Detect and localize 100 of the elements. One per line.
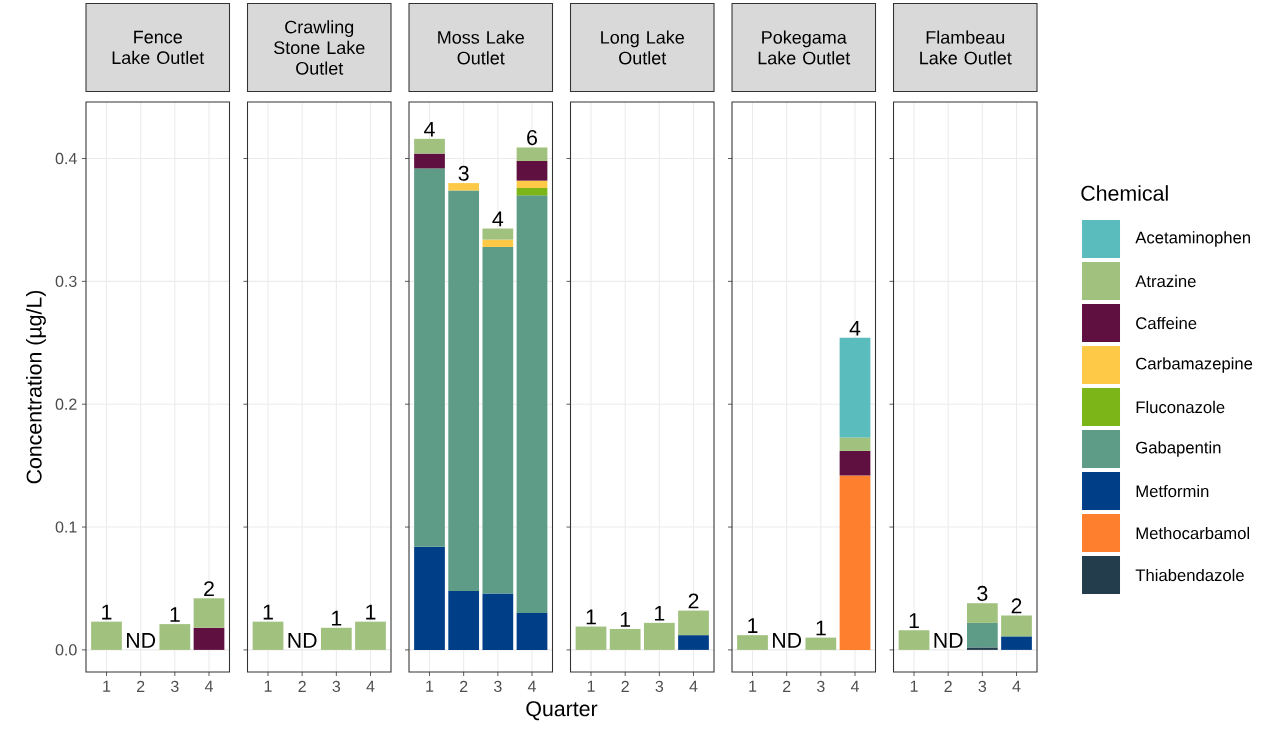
bar bbox=[805, 637, 837, 650]
annotation: 2 bbox=[1011, 598, 1022, 614]
annotation: ND bbox=[934, 633, 963, 648]
x-tick-label: 2 bbox=[460, 680, 468, 692]
x-tick-label: 1 bbox=[103, 680, 111, 692]
x-tick-label: 3 bbox=[655, 680, 664, 693]
annotation: ND bbox=[288, 633, 317, 648]
x-tick-label: 3 bbox=[170, 680, 179, 693]
x-tick-label: 2 bbox=[137, 680, 145, 692]
x-tick-label: 3 bbox=[978, 680, 987, 693]
annotation: 1 bbox=[620, 612, 631, 627]
bar bbox=[516, 160, 548, 181]
annotation: 1 bbox=[655, 605, 665, 621]
bar bbox=[516, 613, 548, 650]
x-tick-label: 1 bbox=[264, 680, 272, 692]
legend-label: Atrazine bbox=[1135, 274, 1196, 288]
legend-title: Chemical bbox=[1081, 185, 1168, 201]
x-tick-label: 1 bbox=[426, 680, 434, 692]
x-tick-label: 1 bbox=[587, 680, 595, 692]
legend-label: Thiabendazole bbox=[1135, 568, 1244, 582]
bar bbox=[516, 180, 548, 188]
bar bbox=[482, 228, 514, 240]
annotation: 4 bbox=[424, 121, 435, 137]
chart-title: Fence Lake Outlet bbox=[112, 30, 205, 65]
bar bbox=[448, 190, 480, 591]
annotation: 1 bbox=[263, 604, 273, 620]
legend-label: Metformin bbox=[1136, 484, 1209, 498]
annotation: 1 bbox=[909, 613, 919, 628]
x-tick-label: 4 bbox=[689, 680, 698, 692]
bar bbox=[193, 627, 225, 650]
x-tick-label: 3 bbox=[494, 680, 502, 693]
x-tick-label: 2 bbox=[783, 680, 791, 692]
bar bbox=[737, 635, 768, 650]
annotation: 2 bbox=[204, 581, 214, 597]
annotation: 3 bbox=[977, 585, 988, 601]
bar bbox=[1001, 615, 1032, 637]
y-tick-label: 0.4 bbox=[55, 152, 77, 165]
x-tick-label: 2 bbox=[298, 680, 306, 692]
chart-title: Crawling Stone Lake Outlet bbox=[274, 20, 365, 75]
legend-label: Methocarbamol bbox=[1136, 526, 1250, 540]
x-tick-label: 2 bbox=[621, 680, 629, 692]
legend-label: Fluconazole bbox=[1136, 400, 1225, 414]
bar bbox=[482, 246, 514, 594]
annotation: 1 bbox=[816, 620, 826, 636]
bar bbox=[966, 647, 998, 650]
bar bbox=[482, 593, 514, 650]
annotation: 4 bbox=[849, 320, 861, 336]
bar bbox=[414, 546, 445, 650]
legend-label: Caffeine bbox=[1136, 316, 1197, 330]
x-tick-label: 1 bbox=[910, 680, 918, 692]
x-tick-label: 4 bbox=[1012, 680, 1021, 692]
bar bbox=[966, 622, 998, 648]
bar bbox=[414, 168, 445, 547]
bar bbox=[966, 603, 998, 623]
annotation: 1 bbox=[366, 604, 376, 620]
bar bbox=[839, 450, 871, 476]
bar bbox=[678, 610, 709, 636]
annotation: 4 bbox=[492, 211, 504, 227]
bar bbox=[575, 626, 607, 650]
bar bbox=[414, 138, 445, 154]
x-tick-label: 4 bbox=[366, 680, 375, 692]
bar bbox=[448, 183, 480, 191]
x-tick-label: 2 bbox=[944, 680, 952, 692]
chart-title: Pokegama Lake Outlet bbox=[758, 30, 851, 65]
annotation: 2 bbox=[688, 593, 699, 609]
annotation: 1 bbox=[586, 609, 596, 625]
annotation: 1 bbox=[102, 604, 112, 620]
chart-title: Moss Lake Outlet bbox=[438, 30, 524, 65]
x-tick-label: 4 bbox=[527, 680, 536, 692]
annotation: ND bbox=[127, 633, 156, 648]
bar bbox=[678, 635, 709, 650]
bar bbox=[516, 147, 548, 161]
bar bbox=[414, 153, 445, 169]
bar bbox=[516, 187, 548, 196]
bar bbox=[839, 437, 871, 451]
x-tick-label: 4 bbox=[204, 680, 213, 692]
x-axis-title: Quarter bbox=[526, 701, 598, 721]
annotation: 1 bbox=[748, 618, 758, 633]
bar bbox=[516, 195, 548, 614]
x-tick-label: 3 bbox=[817, 680, 825, 693]
bar bbox=[609, 629, 641, 650]
bar bbox=[839, 475, 871, 650]
legend-label: Gabapentin bbox=[1136, 441, 1221, 457]
annotation: 3 bbox=[458, 165, 469, 181]
legend-label: Carbamazepine bbox=[1136, 357, 1253, 373]
bar bbox=[193, 598, 225, 628]
annotation: 1 bbox=[170, 607, 180, 622]
y-axis-title: Concentration (µg/L) bbox=[26, 290, 46, 484]
y-tick-label: 0.2 bbox=[55, 398, 77, 410]
bar bbox=[448, 590, 480, 650]
bar bbox=[159, 624, 191, 650]
legend-label: Acetaminophen bbox=[1135, 231, 1250, 247]
annotation: 1 bbox=[332, 610, 342, 626]
bar bbox=[643, 622, 675, 650]
annotation: 6 bbox=[527, 130, 537, 146]
bar bbox=[91, 621, 122, 650]
chart-title: Long Lake Outlet bbox=[601, 30, 684, 65]
bar bbox=[1001, 636, 1032, 650]
x-tick-label: 1 bbox=[749, 680, 757, 692]
annotation: ND bbox=[773, 633, 802, 648]
